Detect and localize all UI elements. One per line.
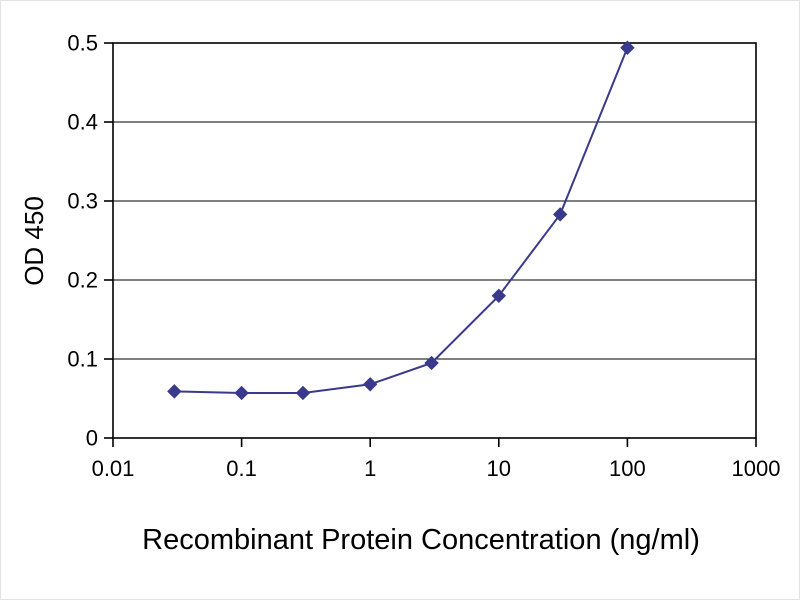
x-tick-label: 1000 [732,456,781,481]
data-point-marker [424,355,439,371]
data-point-marker [552,207,568,222]
y-tick-label: 0.2 [67,268,98,293]
data-point-marker [491,288,507,304]
gridlines [113,121,756,360]
data-point-marker [234,385,249,401]
data-point-marker [620,40,635,55]
data-point-marker [167,384,182,399]
plot-border [112,42,757,439]
x-tick-label: 0.01 [92,456,135,481]
x-axis-label: Recombinant Protein Concentration (ng/ml… [142,524,700,556]
x-tick-label: 0.1 [226,456,257,481]
x-tick-label: 1 [364,456,376,481]
y-tick-label: 0 [86,426,98,451]
y-tick-label: 0.1 [67,347,98,372]
y-tick-label: 0.5 [67,31,98,56]
plot-frame [112,42,757,439]
data-point-marker [362,377,378,392]
data-series [167,40,635,401]
y-axis-label: OD 450 [19,196,49,286]
data-point-marker [295,385,311,401]
x-tick-label: 10 [487,456,511,481]
series-line [174,47,629,394]
y-tick-label: 0.4 [67,110,98,135]
x-tick-label: 100 [609,456,646,481]
axis-ticks: 0 0.1 0.2 0.3 0.4 0.5 0.01 0.1 1 10 100 1000 [67,31,780,481]
y-tick-label: 0.3 [67,189,98,214]
